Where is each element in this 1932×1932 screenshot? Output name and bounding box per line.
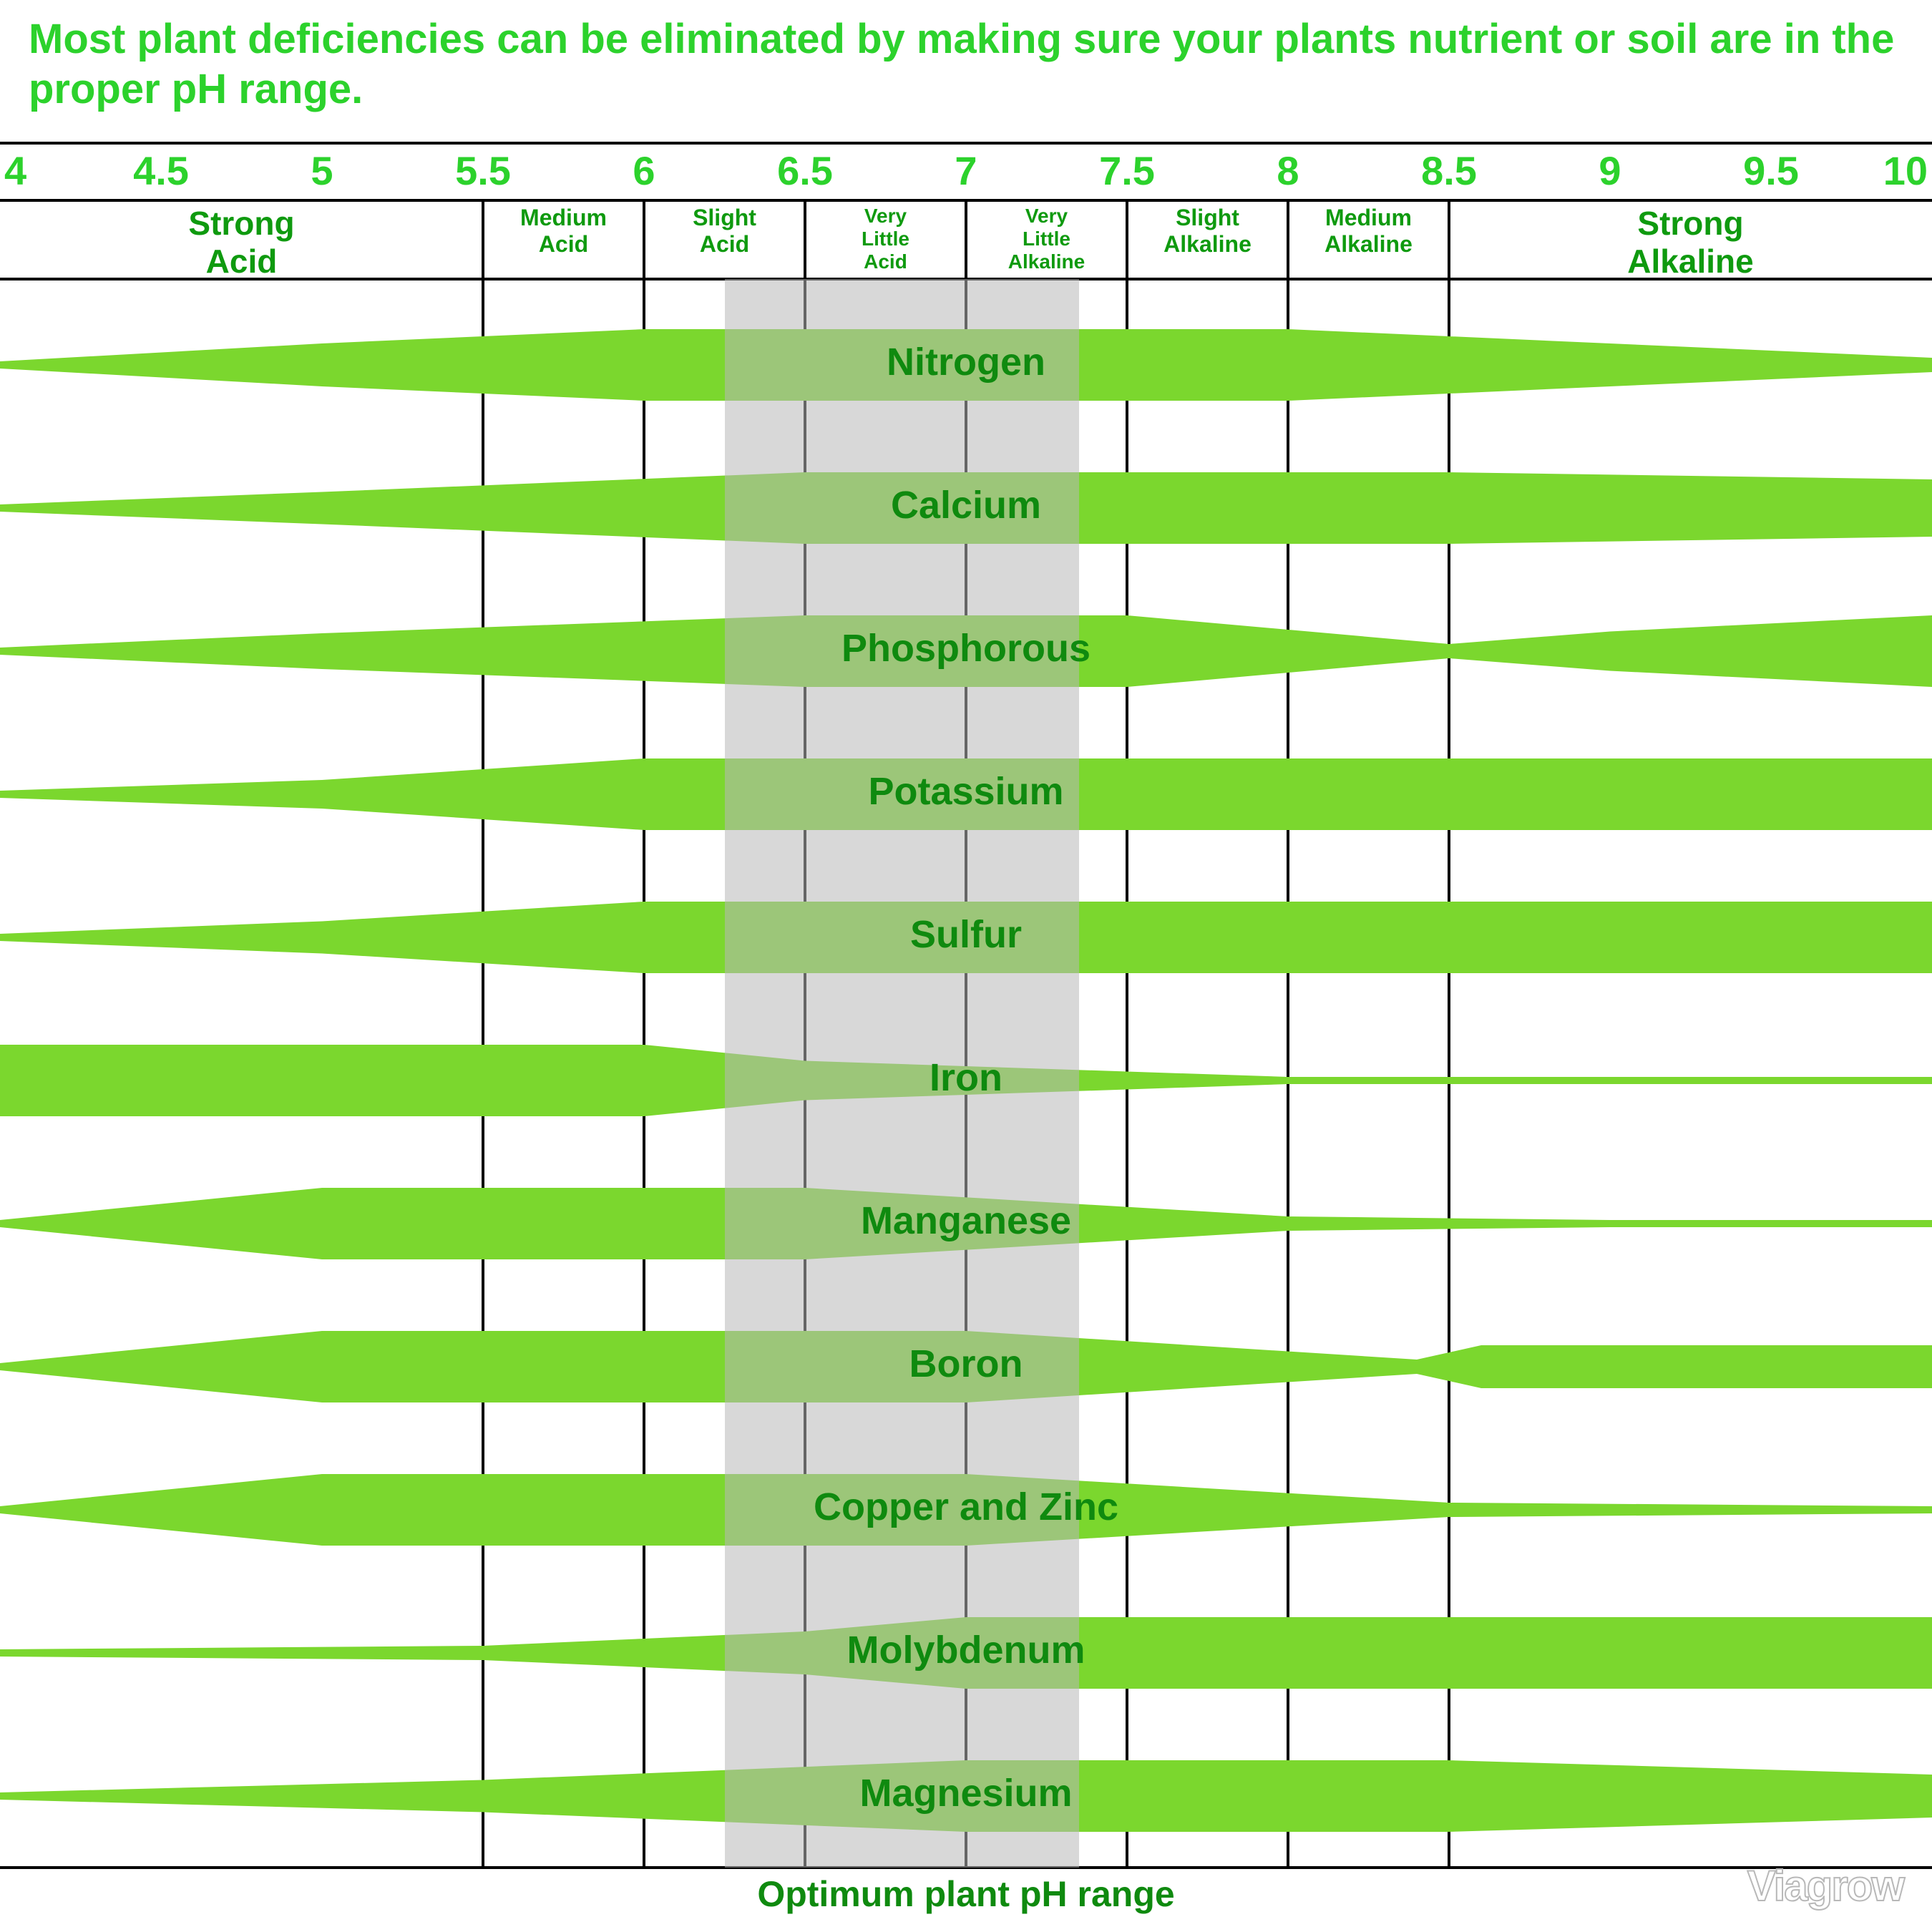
nutrient-label: Phosphorous	[0, 626, 1932, 670]
chart-title: Most plant deficiencies can be eliminate…	[29, 14, 1903, 114]
nutrient-label: Molybdenum	[0, 1628, 1932, 1672]
watermark: Viagrow	[1747, 1861, 1903, 1911]
nutrient-label: Boron	[0, 1342, 1932, 1386]
nutrient-label: Sulfur	[0, 912, 1932, 957]
nutrient-label: Potassium	[0, 769, 1932, 814]
nutrient-label: Nitrogen	[0, 340, 1932, 384]
optimum-caption: Optimum plant pH range	[0, 1873, 1932, 1915]
nutrient-label: Magnesium	[0, 1771, 1932, 1815]
nutrient-label: Iron	[0, 1055, 1932, 1100]
nutrient-label: Manganese	[0, 1199, 1932, 1243]
nutrient-label: Copper and Zinc	[0, 1485, 1932, 1529]
nutrient-label: Calcium	[0, 483, 1932, 527]
